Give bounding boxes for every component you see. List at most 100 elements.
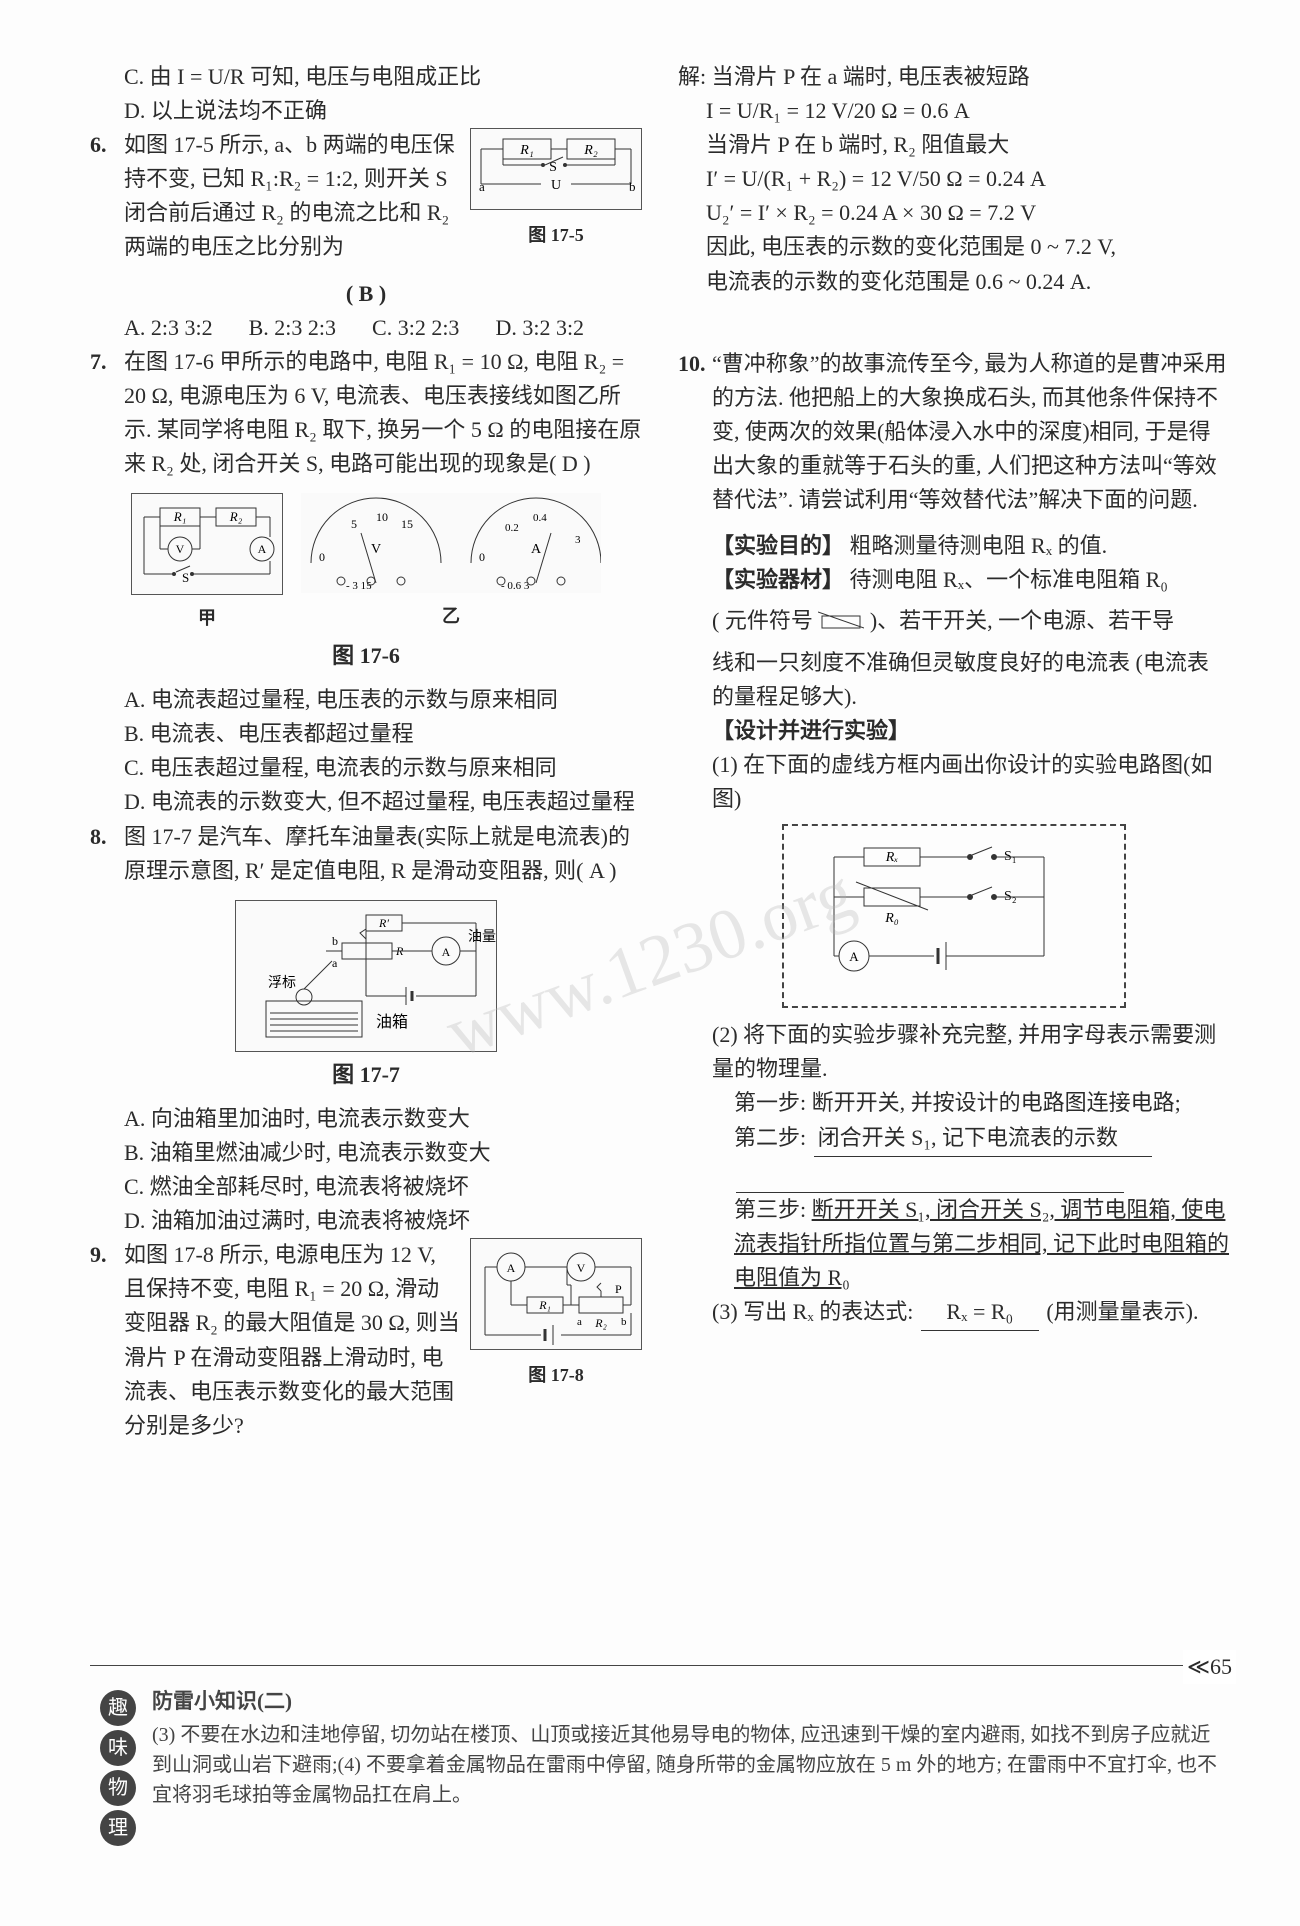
q10-step2-title: 第二步:: [734, 1125, 806, 1150]
rheostat-symbol-icon: [818, 608, 864, 632]
q10-circuit-answer-box: Rₓ S₁ R₀ S₂: [782, 824, 1126, 1008]
q9sol-l1: 解: 当滑片 P 在 a 端时, 电压表被短路: [678, 60, 1230, 94]
q10-step1-text: 断开开关, 并按设计的电路图连接电路;: [812, 1090, 1181, 1115]
q10-number: 10.: [678, 347, 706, 381]
svg-text:15: 15: [401, 517, 413, 531]
q6-circuit-svg: R₁ R₂ U S: [470, 128, 642, 210]
q8-opt-d: D. 油箱加油过满时, 电流表将被烧坏: [90, 1204, 642, 1238]
q10-step1: 第一步: 断开开关, 并按设计的电路图连接电路;: [678, 1086, 1230, 1120]
q9sol-l7: 电流表的示数的变化范围是 0.6 ~ 0.24 A.: [678, 265, 1230, 299]
q10-equip2a: ( 元件符号: [712, 608, 818, 633]
svg-text:P: P: [615, 1282, 622, 1296]
q9-solution: 解: 当滑片 P 在 a 端时, 电压表被短路 I = U/R₁ = 12 V/…: [678, 60, 1230, 299]
q9sol-l6: 因此, 电压表的示数的变化范围是 0 ~ 7.2 V,: [678, 230, 1230, 264]
q10-step1-title: 第一步:: [734, 1090, 806, 1115]
svg-text:b: b: [332, 934, 338, 948]
svg-text:A: A: [258, 542, 267, 556]
svg-text:A: A: [531, 542, 542, 557]
q10-step3-answer: 断开开关 S₁, 闭合开关 S₂, 调节电阻箱, 使电流表指针所指位置与第二步相…: [734, 1197, 1229, 1290]
page-number-marker: ≪: [1187, 1654, 1210, 1679]
svg-text:R₁: R₁: [538, 1298, 551, 1312]
svg-text:浮标: 浮标: [268, 975, 296, 991]
q7-opt-b: B. 电流表、电压表都超过量程: [90, 717, 642, 751]
q7-figure-right: 05 1015 V - 3 15 00.2 0.43 A: [301, 493, 601, 633]
q10-equip-text: 待测电阻 Rₓ、一个标准电阻箱 R₀: [850, 567, 1168, 592]
svg-text:Rₓ: Rₓ: [885, 850, 899, 865]
q5-option-d: D. 以上说法均不正确: [90, 94, 642, 128]
q6-options: A. 2:3 3:2 B. 2:3 2:3 C. 3:2 2:3 D. 3:2 …: [90, 311, 642, 345]
q10-step2-answer: 闭合开关 S₁, 记下电流表的示数: [814, 1121, 1152, 1157]
footer-rule: ≪65: [90, 1665, 1230, 1666]
q10-step3-title: 第三步:: [734, 1197, 806, 1222]
right-column: 解: 当滑片 P 在 a 端时, 电压表被短路 I = U/R₁ = 12 V/…: [678, 60, 1230, 1455]
svg-text:V: V: [577, 1261, 586, 1275]
q10-aim-text: 粗略测量待测电阻 Rₓ 的值.: [850, 533, 1108, 558]
q10-part3a: (3) 写出 Rₓ 的表达式:: [712, 1299, 919, 1324]
badge-dot-1: 趣: [100, 1690, 136, 1726]
svg-text:R₂: R₂: [583, 143, 598, 158]
svg-text:V: V: [371, 542, 381, 557]
q9sol-l5: U₂′ = I′ × R₂ = 0.24 A × 30 Ω = 7.2 V: [678, 196, 1230, 230]
page-root: www.1230.org C. 由 I = U/R 可知, 电压与电阻成正比 D…: [0, 0, 1300, 1926]
svg-text:R₂: R₂: [594, 1316, 607, 1330]
q8-number: 8.: [90, 820, 107, 854]
q10-equip-title: 【实验器材】: [712, 567, 844, 592]
q7-opt-d: D. 电流表的示数变大, 但不超过量程, 电压表超过量程: [90, 785, 642, 819]
q7-opt-c: C. 电压表超过量程, 电流表的示数与原来相同: [90, 751, 642, 785]
svg-text:S: S: [182, 570, 189, 585]
q6-number: 6.: [90, 128, 107, 162]
svg-text:b: b: [629, 179, 636, 194]
q9-caption: 图 17-8: [470, 1362, 642, 1390]
q10-aim: 【实验目的】 粗略测量待测电阻 Rₓ 的值.: [678, 529, 1230, 563]
svg-text:5: 5: [351, 517, 357, 531]
q7-number: 7.: [90, 345, 107, 379]
svg-text:b: b: [621, 1316, 627, 1328]
q10-part3b: (用测量量表示).: [1046, 1299, 1198, 1324]
q9sol-l3: 当滑片 P 在 b 端时, R₂ 阻值最大: [678, 128, 1230, 162]
svg-text:a: a: [332, 956, 338, 970]
q8-opt-c: C. 燃油全部耗尽时, 电流表将被烧坏: [90, 1170, 642, 1204]
q8-figure: R′ R A 油量表 ba 油箱: [90, 900, 642, 1052]
appendix-body: (3) 不要在水边和洼地停留, 切勿站在楼顶、山顶或接近其他易导电的物体, 应迅…: [152, 1720, 1230, 1810]
q10: 10. “曹冲称象”的故事流传至今, 最为人称道的是曹冲采用的方法. 他把船上的…: [678, 347, 1230, 517]
svg-text:3: 3: [575, 534, 581, 546]
appendix: 趣 味 物 理 防雷小知识(二) (3) 不要在水边和洼地停留, 切勿站在楼顶、…: [0, 1676, 1300, 1846]
q10-step2: 第二步: 闭合开关 S₁, 记下电流表的示数: [678, 1121, 1230, 1157]
q7-caption: 图 17-6: [90, 639, 642, 673]
q9-number: 9.: [90, 1238, 107, 1272]
q9-stem: 如图 17-8 所示, 电源电压为 12 V, 且保持不变, 电阻 R₁ = 2…: [124, 1242, 460, 1437]
q10-equip-line3: 线和一只刻度不准确但灵敏度良好的电流表 (电流表的量程足够大).: [678, 646, 1230, 714]
badge-dot-2: 味: [100, 1730, 136, 1766]
svg-text:R₂: R₂: [229, 509, 243, 524]
q6-opt-d: D. 3:2 3:2: [495, 311, 584, 345]
q10-part3: (3) 写出 Rₓ 的表达式: Rₓ = R₀ (用测量量表示).: [678, 1295, 1230, 1331]
q8-opt-b: B. 油箱里燃油减少时, 电流表示数变大: [90, 1136, 642, 1170]
page-number: ≪65: [1183, 1650, 1236, 1684]
page-number-value: 65: [1210, 1654, 1232, 1679]
badge-dot-4: 理: [100, 1810, 136, 1846]
q8-opt-a: A. 向油箱里加油时, 电流表示数变大: [90, 1102, 642, 1136]
q9: 9. A V R₁ P R₂ ab: [90, 1238, 642, 1443]
q7-figure-left: R₁ R₂ V A S: [131, 493, 283, 633]
q10-equip-line1: 【实验器材】 待测电阻 Rₓ、一个标准电阻箱 R₀: [678, 563, 1230, 597]
svg-text:A: A: [849, 949, 859, 964]
q8-caption: 图 17-7: [90, 1058, 642, 1092]
q7: 7. 在图 17-6 甲所示的电路中, 电阻 R₁ = 10 Ω, 电阻 R₂ …: [90, 345, 642, 481]
svg-text:10: 10: [376, 510, 388, 524]
q6-opt-c: C. 3:2 2:3: [372, 311, 459, 345]
appendix-text: 防雷小知识(二) (3) 不要在水边和洼地停留, 切勿站在楼顶、山顶或接近其他易…: [152, 1686, 1230, 1810]
q10-equip-line2: ( 元件符号 )、若干开关, 一个电源、若干导: [678, 597, 1230, 645]
q6-answer-tag: ( B ): [90, 277, 642, 311]
svg-text:- 3 15: - 3 15: [346, 580, 372, 592]
q10-part1: (1) 在下面的虚线方框内画出你设计的实验电路图(如图): [678, 748, 1230, 816]
q7-figure-right-label: 乙: [301, 603, 601, 631]
svg-text:R′: R′: [378, 916, 389, 930]
q9sol-l4: I′ = U/(R₁ + R₂) = 12 V/50 Ω = 0.24 A: [678, 162, 1230, 196]
q5-option-c: C. 由 I = U/R 可知, 电压与电阻成正比: [90, 60, 642, 94]
left-column: C. 由 I = U/R 可知, 电压与电阻成正比 D. 以上说法均不正确 6.…: [90, 60, 642, 1455]
svg-text:油箱: 油箱: [376, 1013, 408, 1031]
q6-stem: 如图 17-5 所示, a、b 两端的电压保持不变, 已知 R₁:R₂ = 1:…: [124, 132, 455, 259]
svg-text:U: U: [551, 178, 561, 193]
appendix-title: 防雷小知识(二): [152, 1686, 1230, 1718]
q6-caption: 图 17-5: [470, 222, 642, 250]
